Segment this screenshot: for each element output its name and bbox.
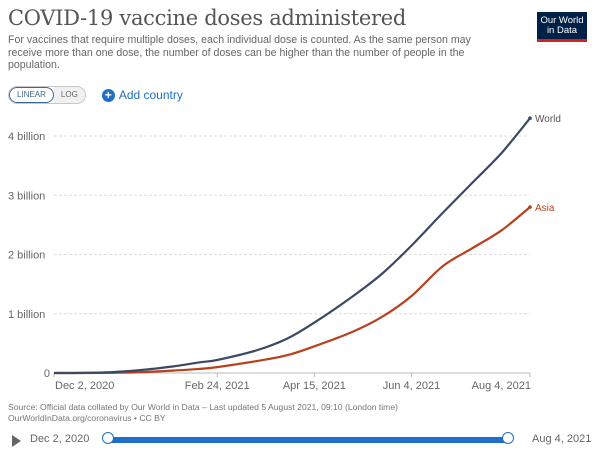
series-label-asia: Asia xyxy=(535,203,555,214)
timeline: Dec 2, 2020 Aug 4, 2021 xyxy=(8,432,598,450)
x-tick-label: Apr 15, 2021 xyxy=(283,380,346,392)
add-country-label: Add country xyxy=(118,88,183,102)
logo-line-1: Our World xyxy=(540,15,584,26)
timeline-start-handle[interactable] xyxy=(102,432,114,444)
series-line-world xyxy=(53,117,531,375)
source-note: Source: Official data collated by Our Wo… xyxy=(8,402,398,424)
owid-logo[interactable]: Our World in Data xyxy=(537,12,587,42)
y-tick-label: 0 xyxy=(44,368,50,380)
linear-button[interactable]: LINEAR xyxy=(9,87,54,103)
series-line-asia xyxy=(54,206,531,375)
play-icon[interactable] xyxy=(12,435,21,447)
y-tick-label: 4 billion xyxy=(8,131,45,143)
y-tick-label: 2 billion xyxy=(8,250,45,262)
timeline-end-handle[interactable] xyxy=(502,432,514,444)
source-text: Source: Official data collated by Our Wo… xyxy=(8,402,398,412)
series-label-world: World xyxy=(535,114,561,125)
x-tick-label: Aug 4, 2021 xyxy=(472,380,531,392)
timeline-end-label: Aug 4, 2021 xyxy=(532,433,592,445)
y-tick-label: 3 billion xyxy=(8,190,45,202)
chart-title: COVID-19 vaccine doses administered xyxy=(8,6,406,30)
y-tick-label: 1 billion xyxy=(8,309,45,321)
scale-toggle: LINEAR LOG xyxy=(8,86,86,104)
line-chart: 0 1 billion 2 billion 3 billion 4 billion De… xyxy=(8,114,561,392)
series-endpoint-world xyxy=(528,116,532,121)
timeline-start-label: Dec 2, 2020 xyxy=(30,433,90,445)
series-endpoint-asia xyxy=(528,205,532,209)
logo-line-2: in Data xyxy=(546,25,578,36)
chart-controls: LINEAR LOG + Add country xyxy=(8,86,183,104)
plus-circle-icon: + xyxy=(101,88,115,102)
log-button[interactable]: LOG xyxy=(53,87,85,103)
x-tick-label: Jun 4, 2021 xyxy=(383,380,441,392)
x-tick-label: Feb 24, 2021 xyxy=(185,380,250,392)
x-tick-label: Dec 2, 2020 xyxy=(55,380,114,392)
add-country-button[interactable]: + Add country xyxy=(101,88,183,102)
chart-subtitle: For vaccines that require multiple doses… xyxy=(8,34,471,72)
source-link[interactable]: OurWorldInData.org/coronavirus • CC BY xyxy=(8,413,166,423)
timeline-track[interactable] xyxy=(108,437,508,443)
